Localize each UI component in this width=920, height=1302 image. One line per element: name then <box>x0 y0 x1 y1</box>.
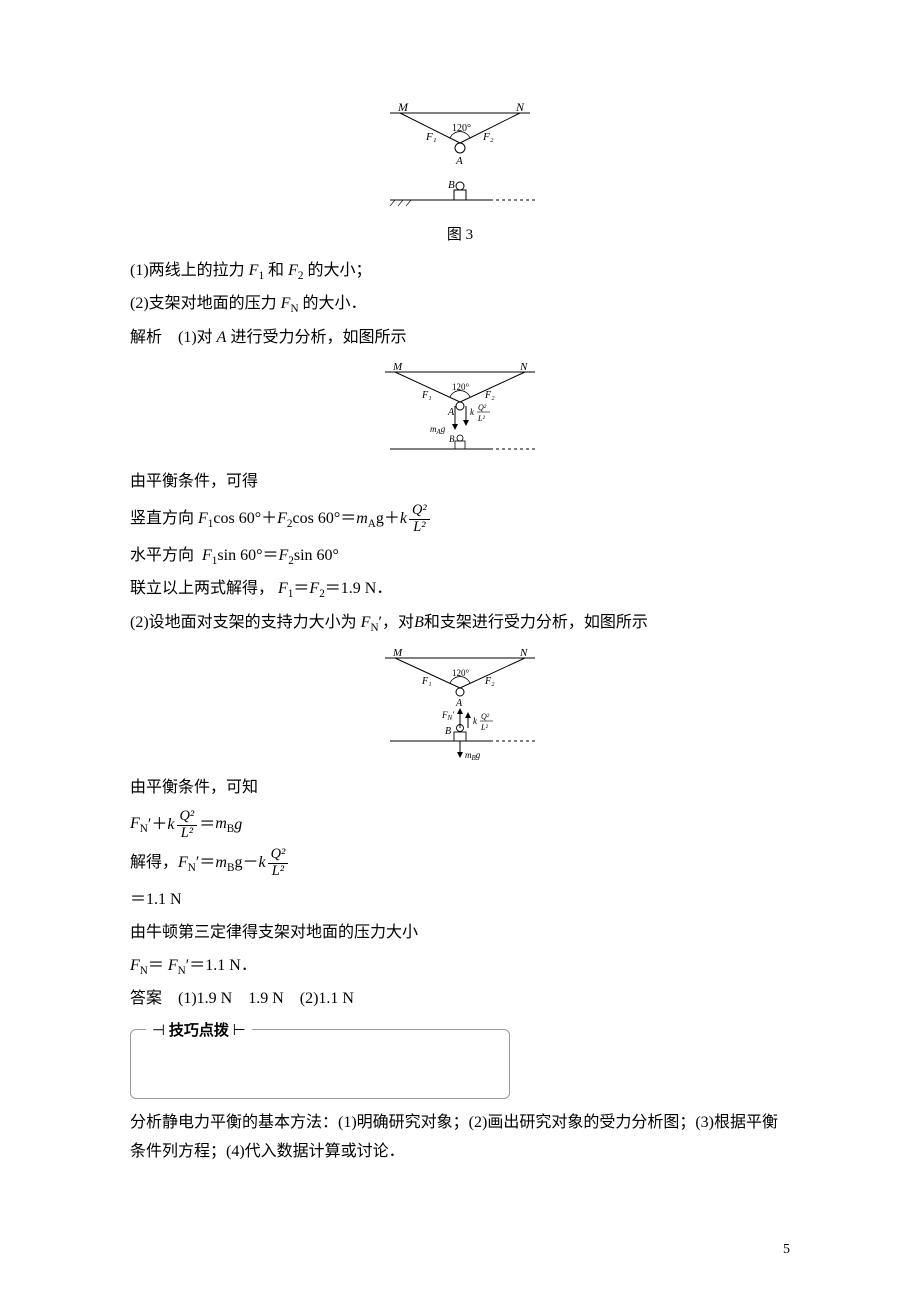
svg-text:FN′: FN′ <box>441 710 455 722</box>
figure-3: M N F₁ F₂ 120° A B 图 3 <box>130 98 790 249</box>
figure-3-caption: 图 3 <box>130 222 790 249</box>
label-F1: F₁ <box>425 131 437 143</box>
svg-text:mAg: mAg <box>430 424 446 436</box>
result-1-1N: ＝1.1 N <box>130 886 790 915</box>
svg-text:Q²: Q² <box>478 403 487 412</box>
q2-text-a: (2)支架对地面的压力 <box>130 295 277 312</box>
tip-box: 技巧点拨 <box>130 1029 510 1099</box>
eq-result: 联立以上两式解得， F1＝F2＝1.9 N． <box>130 575 790 604</box>
text-balance-2: 由平衡条件，可知 <box>130 774 790 803</box>
figure-force-A-svg: M N F₁ F₂ 120° A mAg k Q² L² B <box>360 360 560 460</box>
svg-text:M: M <box>392 361 403 373</box>
eq-horizontal: 水平方向 F1sin 60°＝F2sin 60° <box>130 542 790 571</box>
part2-intro: (2)设地面对支架的支持力大小为 FN′，对B和支架进行受力分析，如图所示 <box>130 609 790 638</box>
figure-force-B-svg: M N F₁ F₂ 120° A B FN′ k Q² L² mBg <box>360 646 560 766</box>
svg-text:120°: 120° <box>452 668 470 678</box>
sol-head-b: 进行受力分析，如图所示 <box>230 329 406 346</box>
tip-box-title: 技巧点拨 <box>146 1018 252 1045</box>
svg-text:L²: L² <box>480 723 488 732</box>
newton-third: 由牛顿第三定律得支架对地面的压力大小 <box>130 919 790 948</box>
svg-text:120°: 120° <box>452 382 470 392</box>
svg-text:N: N <box>519 647 528 659</box>
eq-FN2: 解得， FN′＝ mBg－ k Q²L² <box>130 847 790 880</box>
svg-text:mBg: mBg <box>465 750 481 762</box>
svg-text:F₂: F₂ <box>484 390 495 401</box>
label-B: B <box>448 179 455 191</box>
svg-text:F₂: F₂ <box>484 676 495 687</box>
label-A: A <box>455 155 463 167</box>
svg-text:Q²: Q² <box>481 712 490 721</box>
figure-force-B: M N F₁ F₂ 120° A B FN′ k Q² L² mBg <box>130 646 790 766</box>
svg-text:L²: L² <box>477 414 485 423</box>
text-balance-1: 由平衡条件，可得 <box>130 468 790 497</box>
q1-text-b: 和 <box>268 262 284 279</box>
q1-text-a: (1)两线上的拉力 <box>130 262 245 279</box>
figure-force-A: M N F₁ F₂ 120° A mAg k Q² L² B <box>130 360 790 460</box>
eqV-pre: 竖直方向 <box>130 505 194 534</box>
figure-3-svg: M N F₁ F₂ 120° A B <box>370 98 550 218</box>
question-2: (2)支架对地面的压力 FN 的大小． <box>130 290 790 319</box>
svg-text:F₁: F₁ <box>421 390 432 401</box>
question-1: (1)两线上的拉力 F1 和 F2 的大小； <box>130 257 790 286</box>
answer-line: 答案 (1)1.9 N 1.9 N (2)1.1 N <box>130 985 790 1014</box>
svg-text:F₁: F₁ <box>421 676 432 687</box>
label-angle: 120° <box>452 123 471 134</box>
svg-text:N: N <box>519 361 528 373</box>
label-M: M <box>397 100 409 114</box>
eq-FN: FN′＋ k Q²L² ＝ mBg <box>130 809 790 842</box>
q2-text-b: 的大小． <box>303 295 367 312</box>
svg-text:B: B <box>449 434 455 444</box>
txt3a: (2)设地面对支架的支持力大小为 <box>130 614 357 631</box>
label-F2: F₂ <box>482 131 494 143</box>
txt5: 解得， <box>130 849 178 878</box>
eqH-pre: 水平方向 <box>130 547 194 564</box>
svg-text:k: k <box>473 716 478 726</box>
label-N: N <box>515 100 525 114</box>
svg-text:B: B <box>445 726 451 737</box>
svg-text:A: A <box>455 698 463 709</box>
txt2: 联立以上两式解得， <box>130 580 274 597</box>
svg-text:A: A <box>447 407 455 418</box>
svg-text:M: M <box>392 647 403 659</box>
sol-head-a: 解析 (1)对 <box>130 329 213 346</box>
page-number: 5 <box>783 1237 790 1262</box>
summary-text: 分析静电力平衡的基本方法：(1)明确研究对象；(2)画出研究对象的受力分析图；(… <box>130 1109 790 1167</box>
svg-text:k: k <box>470 407 475 417</box>
eq-final: FN＝ FN′＝1.1 N． <box>130 952 790 981</box>
eq-vertical: 竖直方向 F1cos 60°＋ F2cos 60°＝ mAg＋ k Q²L² <box>130 503 790 536</box>
q1-text-c: 的大小； <box>307 262 371 279</box>
solution-header: 解析 (1)对 A 进行受力分析，如图所示 <box>130 324 790 353</box>
